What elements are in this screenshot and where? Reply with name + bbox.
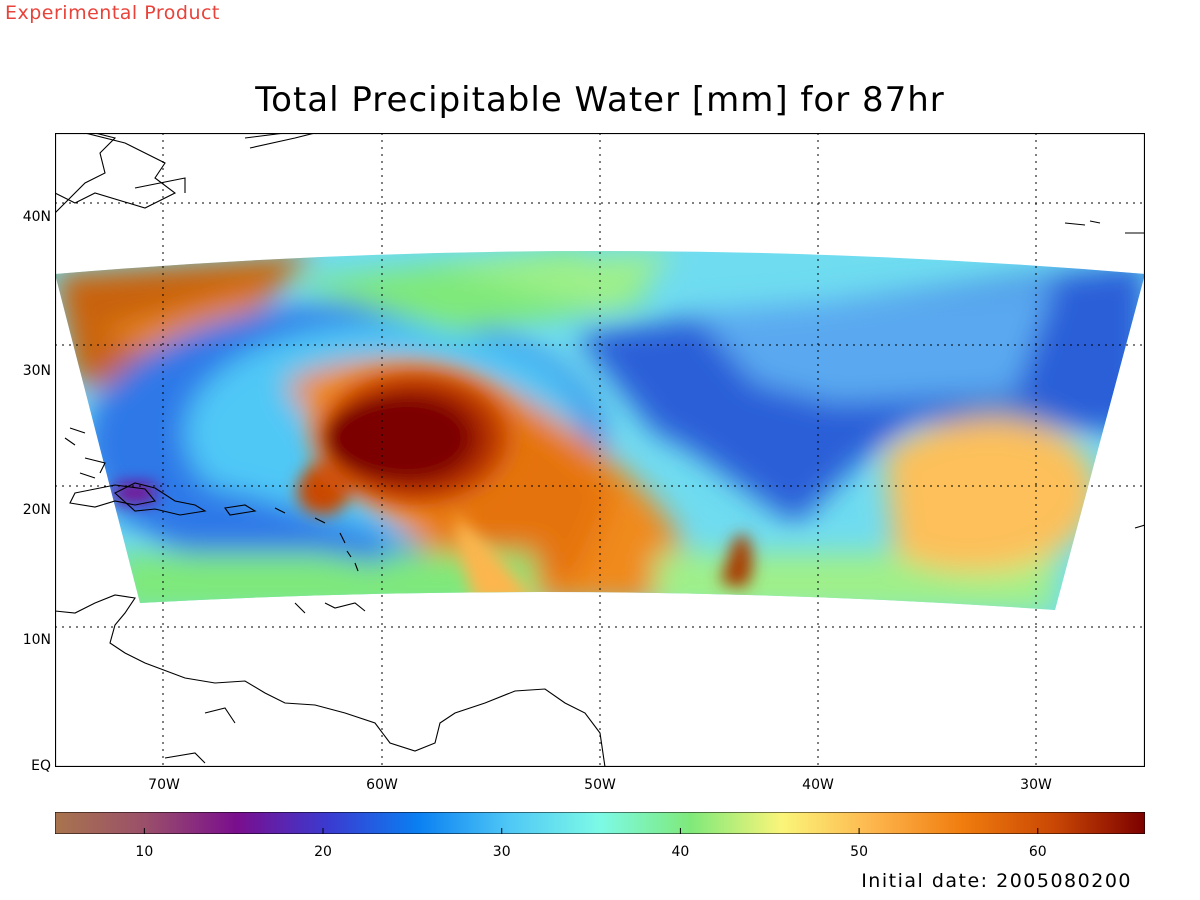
latitude-label: 10N xyxy=(22,631,51,648)
experimental-product-label: Experimental Product xyxy=(5,2,220,24)
latitude-label: 40N xyxy=(22,209,51,226)
longitude-label: 30W xyxy=(1020,777,1052,793)
chart-title: Total Precipitable Water [mm] for 87hr xyxy=(255,80,945,120)
colorbar xyxy=(55,812,1145,834)
colorbar-tick-label: 50 xyxy=(850,844,868,860)
longitude-label: 40W xyxy=(802,777,834,793)
colorbar-tick-label: 20 xyxy=(314,844,332,860)
latitude-label: 30N xyxy=(22,362,51,379)
latitude-label: EQ xyxy=(31,758,51,774)
colorbar-tick-label: 30 xyxy=(492,844,511,860)
colorbar-tick-label: 60 xyxy=(1028,844,1047,860)
colorbar-tick-label: 40 xyxy=(671,844,690,860)
colorbar-tick-label: 10 xyxy=(135,844,154,860)
precipitable-water-field xyxy=(55,251,1145,610)
longitude-label: 50W xyxy=(584,777,616,793)
coastlines xyxy=(55,133,1145,767)
initial-date-label: Initial date: xyxy=(861,870,989,892)
longitude-label: 70W xyxy=(148,777,180,793)
map-border xyxy=(55,133,1145,767)
initial-date-value: 2005080200 xyxy=(996,870,1132,892)
latitude-label: 20N xyxy=(22,501,51,518)
graticule xyxy=(55,133,1145,767)
initial-date: Initial date: 2005080200 xyxy=(861,870,1132,892)
longitude-label: 60W xyxy=(366,777,398,793)
map-panel xyxy=(55,133,1145,767)
